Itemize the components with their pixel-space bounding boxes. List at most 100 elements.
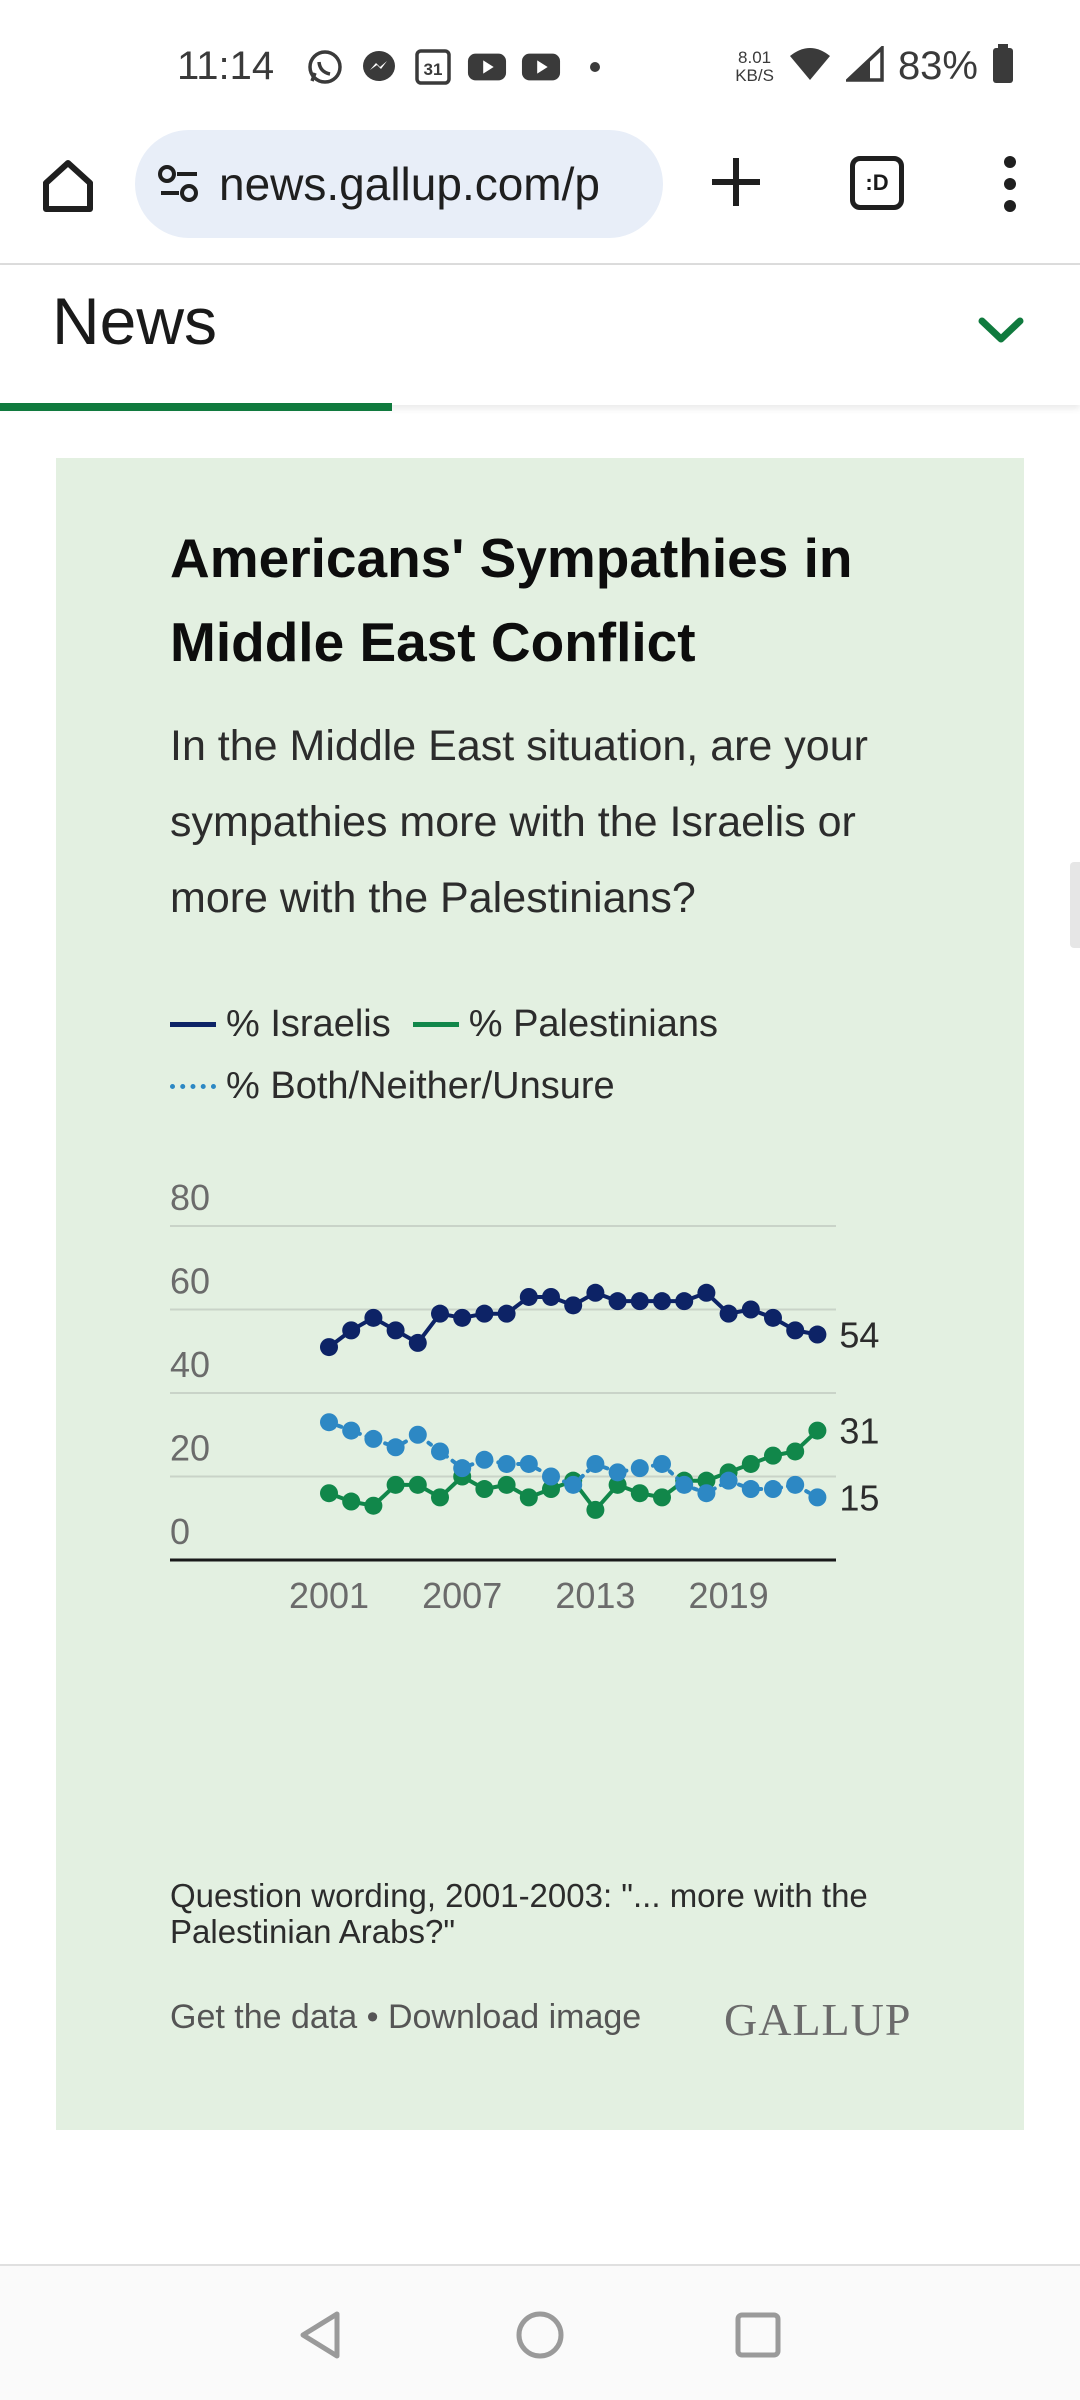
data-point <box>564 1296 583 1315</box>
data-point <box>342 1492 361 1511</box>
data-point <box>364 1496 383 1515</box>
data-point <box>542 1287 560 1306</box>
data-point <box>719 1304 738 1323</box>
data-point <box>364 1308 383 1327</box>
battery-percent: 83% <box>897 44 978 88</box>
data-point <box>630 1484 649 1503</box>
data-point <box>608 1292 627 1311</box>
address-bar[interactable]: news.gallup.com/p <box>135 130 663 238</box>
data-point <box>519 1488 538 1507</box>
data-point <box>408 1475 427 1494</box>
section-progress-bar <box>0 403 392 411</box>
chevron-down-icon <box>978 317 1024 343</box>
end-value-label: 54 <box>839 1315 879 1356</box>
data-point <box>342 1421 361 1440</box>
data-point <box>697 1283 716 1302</box>
data-point <box>408 1425 427 1444</box>
chart-card: Americans' Sympathies in Middle East Con… <box>56 458 1024 2130</box>
back-button[interactable] <box>295 2308 349 2362</box>
side-scroll-handle[interactable] <box>1070 862 1080 948</box>
data-point <box>497 1304 516 1323</box>
gallup-logo: GALLUP <box>724 1994 912 2045</box>
data-point <box>586 1283 605 1302</box>
data-point <box>453 1459 472 1478</box>
data-point <box>453 1308 472 1327</box>
battery-icon <box>992 44 1014 89</box>
data-point <box>586 1454 605 1473</box>
data-point <box>431 1442 449 1461</box>
home-circle-icon <box>516 2311 564 2359</box>
data-point <box>475 1304 494 1323</box>
legend-item-both: % Both/Neither/Unsure <box>170 1065 615 1108</box>
x-tick-label: 2007 <box>422 1575 502 1616</box>
data-point <box>786 1442 805 1461</box>
youtube-icon <box>467 47 507 87</box>
more-menu-button[interactable] <box>995 152 1025 216</box>
chart-title: Americans' Sympathies in Middle East Con… <box>170 527 853 673</box>
data-point <box>786 1321 805 1340</box>
data-point <box>697 1484 716 1503</box>
data-point <box>808 1421 827 1440</box>
y-tick-label: 80 <box>170 1177 210 1218</box>
data-point <box>808 1325 827 1344</box>
data-point <box>342 1321 361 1340</box>
y-tick-label: 0 <box>170 1511 190 1552</box>
get-data-link[interactable]: Get the data <box>170 1998 358 2036</box>
end-value-label: 15 <box>839 1477 879 1518</box>
back-triangle-icon <box>300 2311 340 2359</box>
data-point <box>431 1304 449 1323</box>
home-nav-button[interactable] <box>513 2308 567 2362</box>
wifi-icon <box>788 46 832 87</box>
data-point <box>808 1488 827 1507</box>
data-point <box>542 1480 560 1499</box>
legend-swatch <box>170 1021 216 1027</box>
data-point <box>764 1308 782 1327</box>
data-point <box>386 1438 405 1457</box>
data-point <box>386 1321 405 1340</box>
end-value-label: 31 <box>839 1411 879 1452</box>
home-button[interactable] <box>38 155 98 215</box>
data-point <box>431 1488 449 1507</box>
data-point <box>320 1338 338 1357</box>
bottom-divider <box>0 2264 1080 2266</box>
data-point <box>764 1446 782 1465</box>
data-point <box>386 1475 405 1494</box>
section-dropdown-toggle[interactable] <box>976 305 1026 355</box>
footer-separator: • <box>366 1998 379 2036</box>
tab-count: :D <box>865 170 889 195</box>
data-point <box>653 1488 671 1507</box>
home-icon <box>43 160 93 212</box>
data-point <box>741 1480 760 1499</box>
status-right: 8.01 KB/S 83% <box>735 43 1014 89</box>
notification-icons: 31 <box>305 47 615 87</box>
messenger-icon <box>359 47 399 87</box>
download-image-link[interactable]: Download image <box>387 1998 642 2036</box>
data-point <box>764 1480 782 1499</box>
y-tick-label: 40 <box>170 1344 210 1385</box>
chart-footnote: Question wording, 2001-2003: "... more w… <box>170 1877 868 1950</box>
browser-toolbar: news.gallup.com/p :D <box>0 130 1080 265</box>
recents-button[interactable] <box>731 2308 785 2362</box>
data-point <box>364 1429 383 1448</box>
data-point <box>586 1500 605 1519</box>
status-bar: 11:14 31 8.01 KB/S 83% <box>0 0 1080 130</box>
new-tab-button[interactable] <box>704 150 768 214</box>
status-time: 11:14 <box>177 44 275 88</box>
data-point <box>653 1454 671 1473</box>
data-point <box>408 1333 427 1352</box>
youtube-icon <box>521 47 561 87</box>
x-tick-label: 2013 <box>555 1575 635 1616</box>
legend-item-palestinians: % Palestinians <box>412 1003 718 1046</box>
net-speed: 8.01 KB/S <box>735 47 774 85</box>
url-text: news.gallup.com/p <box>219 158 600 210</box>
data-point <box>608 1475 627 1494</box>
data-point <box>519 1454 538 1473</box>
data-point <box>630 1459 649 1478</box>
calendar-day: 31 <box>424 60 443 79</box>
tab-switcher-button[interactable]: :D <box>850 156 904 210</box>
section-title: News <box>52 284 218 358</box>
line-chart: 0 20 40 60 80 2001 2007 2013 2019 54 31 15 <box>170 1177 879 1616</box>
data-point <box>542 1467 560 1486</box>
x-tick-label: 2001 <box>289 1575 369 1616</box>
site-settings-icon[interactable] <box>157 164 201 204</box>
